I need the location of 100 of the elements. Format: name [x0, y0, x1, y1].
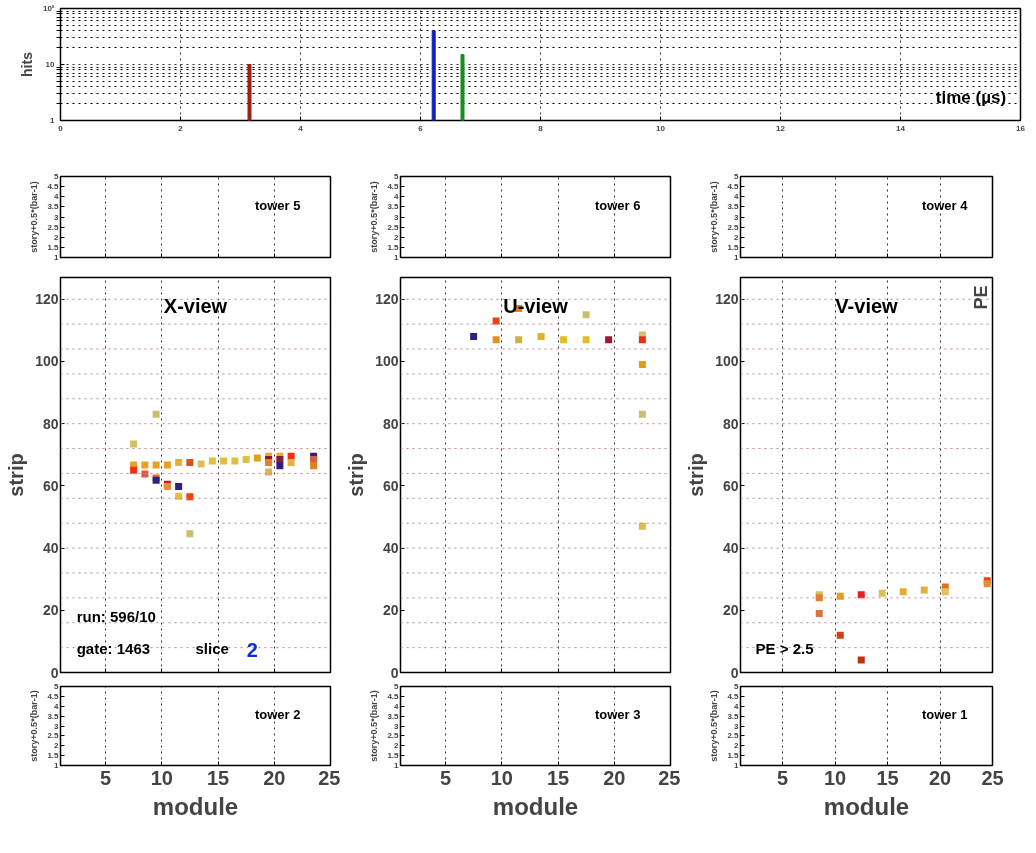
y-tick-label: 3: [394, 721, 400, 731]
y-tick-label: 2.5: [727, 222, 740, 232]
y-tick-label: 4: [54, 192, 60, 202]
y-tick-label: 1.5: [387, 242, 400, 252]
annotation: tower 1: [921, 707, 968, 723]
y-tick-label: 80: [722, 415, 739, 432]
x-tick-label: 25: [658, 766, 681, 789]
y-tick-label: 1: [50, 116, 56, 125]
x-axis-title: time (µs): [935, 88, 1007, 108]
x-tick-label: 2: [178, 123, 184, 133]
y-tick-label: 3: [734, 721, 740, 731]
x-tick-label: 6: [418, 123, 424, 133]
x-tick-label: 12: [776, 123, 786, 133]
y-tick-label: 3.5: [387, 711, 400, 721]
x-tick-label: 15: [206, 766, 230, 789]
y-tick-label: 4.5: [727, 182, 740, 192]
annotation: run: 596/10: [76, 608, 156, 626]
y-tick-label: 20: [722, 602, 739, 619]
y-tick-label: 2.5: [47, 222, 60, 232]
y-tick-label: 4: [54, 701, 60, 711]
y-tick-label: 3: [54, 721, 60, 731]
x-tick-label: 25: [981, 766, 1004, 789]
y-tick-label: 0: [50, 664, 59, 681]
y-tick-label: 5: [734, 682, 740, 691]
x-tick-label: 5: [439, 766, 452, 789]
y-tick-label: 1.5: [727, 751, 740, 761]
y-tick-label: 40: [722, 540, 739, 557]
y-axis-title: story+0.5*(bar-1): [29, 181, 40, 253]
y-tick-label: 120: [715, 291, 739, 308]
y-tick-label: 5: [734, 172, 740, 181]
x-tick-label: 4: [298, 123, 304, 133]
y-tick-label: 40: [382, 540, 399, 557]
y-tick-label: 3.5: [47, 202, 60, 212]
y-tick-label: 1: [734, 761, 740, 770]
y-tick-label: 5: [394, 172, 400, 181]
y-axis-title: story+0.5*(bar-1): [369, 690, 380, 762]
y-tick-label: 3.5: [387, 202, 400, 212]
y-tick-label: 1: [734, 253, 740, 262]
y-tick-label: 1.5: [47, 751, 60, 761]
y-tick-label: 4.5: [47, 691, 60, 701]
annotation: tower 5: [254, 197, 301, 213]
y-tick-label: 10²: [42, 4, 55, 13]
color-bar-title: PE: [970, 285, 991, 310]
y-tick-label: 2.5: [387, 222, 400, 232]
y-axis-title: strip: [5, 453, 28, 497]
y-tick-label: 4.5: [727, 691, 740, 701]
x-tick-label: 14: [896, 123, 906, 133]
y-axis-title: strip: [345, 453, 368, 497]
y-tick-label: 1: [394, 761, 400, 770]
y-tick-label: 0: [730, 664, 739, 681]
y-tick-label: 2: [734, 741, 740, 751]
text: X-view: [163, 295, 228, 317]
x-tick-label: 10: [823, 766, 847, 789]
y-axis-title: strip: [685, 453, 708, 497]
y-tick-label: 4: [734, 192, 740, 202]
y-tick-label: 3.5: [47, 711, 60, 721]
y-tick-label: 100: [35, 353, 59, 370]
y-tick-label: 80: [42, 415, 59, 432]
x-tick-label: 10: [656, 123, 666, 133]
x-tick-label: 15: [546, 766, 570, 789]
y-tick-label: 2: [734, 232, 740, 242]
y-tick-label: 3.5: [727, 202, 740, 212]
y-axis-title: story+0.5*(bar-1): [29, 690, 40, 762]
y-tick-label: 1: [54, 761, 60, 770]
x-axis-title: module: [823, 792, 910, 820]
y-tick-label: 60: [382, 477, 399, 494]
x-tick-label: 10: [150, 766, 173, 789]
y-tick-label: 5: [394, 682, 400, 691]
y-tick-label: 2: [394, 741, 400, 751]
x-tick-label: 25: [318, 766, 341, 789]
y-tick-label: 5: [54, 682, 60, 691]
x-tick-label: 15: [876, 766, 899, 789]
y-tick-label: 4: [394, 192, 400, 202]
x-tick-label: 16: [1016, 123, 1026, 133]
y-tick-label: 60: [42, 477, 59, 494]
x-tick-label: 5: [99, 766, 112, 789]
y-tick-label: 4: [394, 701, 400, 711]
y-tick-label: 2: [54, 741, 60, 751]
y-tick-label: 4.5: [387, 182, 400, 192]
y-tick-label: 4.5: [387, 691, 400, 701]
y-tick-label: 1: [54, 253, 60, 262]
y-tick-label: 4: [734, 701, 740, 711]
y-tick-label: 10: [45, 60, 56, 69]
annotation: tower 6: [594, 197, 641, 213]
y-tick-label: 5: [54, 172, 60, 181]
x-tick-label: 5: [776, 766, 789, 789]
x-tick-label: 20: [928, 766, 952, 789]
y-tick-label: 3: [54, 212, 60, 222]
y-tick-label: 20: [382, 602, 399, 619]
x-axis-title: module: [492, 792, 579, 820]
y-tick-label: 80: [382, 415, 399, 432]
text: V-view: [835, 295, 899, 317]
annotation: tower 2: [254, 707, 301, 723]
y-tick-label: 1: [394, 253, 400, 262]
y-tick-label: 1.5: [727, 242, 740, 252]
annotation: PE > 2.5: [755, 639, 814, 657]
y-tick-label: 40: [42, 540, 59, 557]
y-tick-label: 3.5: [727, 711, 740, 721]
y-tick-label: 120: [375, 291, 399, 308]
y-tick-label: 0: [390, 664, 399, 681]
